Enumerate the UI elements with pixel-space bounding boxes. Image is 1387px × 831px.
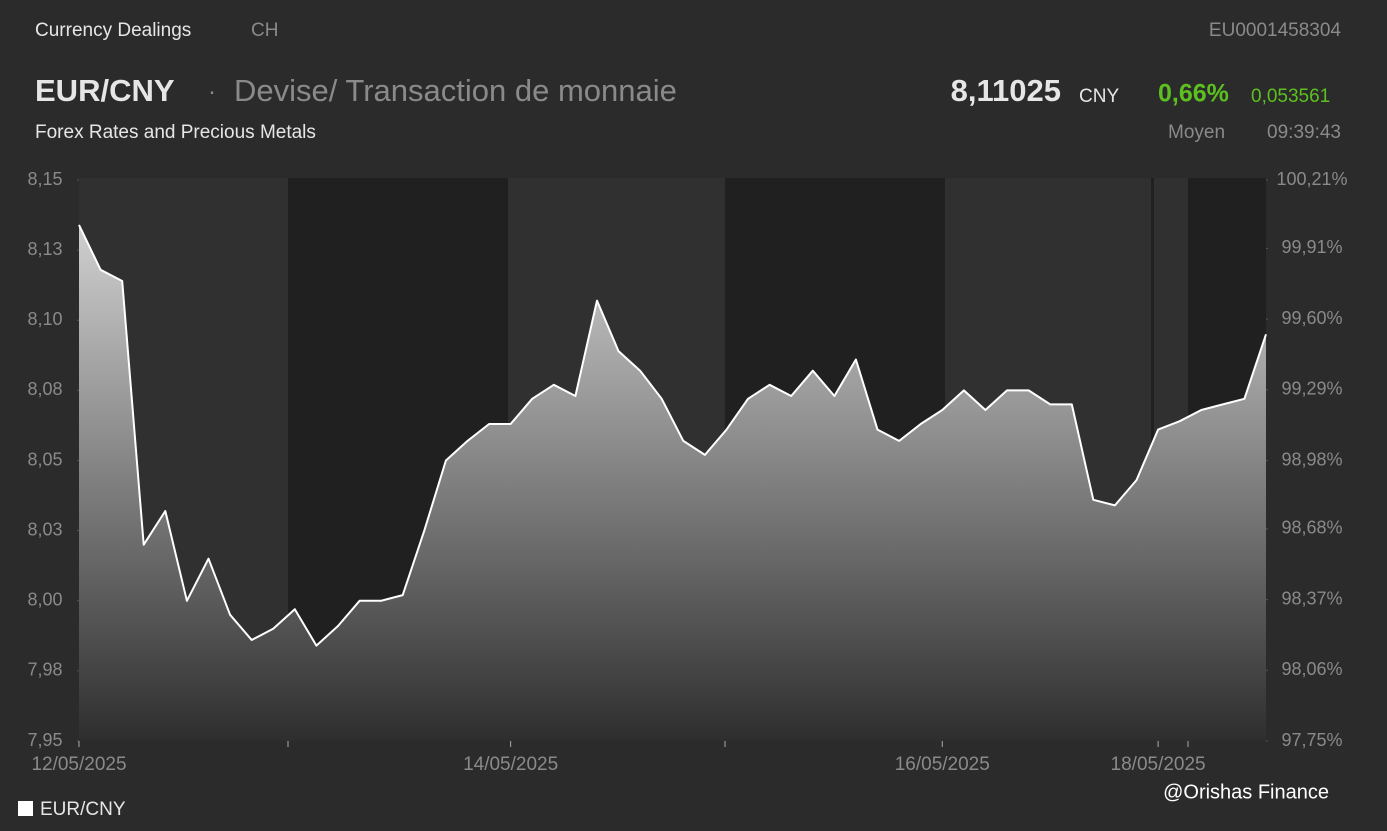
- watermark: @Orishas Finance: [1163, 781, 1329, 803]
- change: 0,053561: [1251, 86, 1330, 107]
- x-tick-label: 14/05/2025: [463, 754, 558, 775]
- y-tick-label: 8,00: [27, 590, 62, 610]
- y-tick-label: 8,10: [27, 309, 62, 329]
- time: 09:39:43: [1267, 122, 1341, 143]
- y2-tick-label: 99,60%: [1281, 308, 1342, 328]
- currency: CNY: [1079, 86, 1119, 107]
- x-tick-label: 18/05/2025: [1111, 754, 1206, 775]
- section: Currency Dealings: [35, 20, 191, 41]
- y2-tick-label: 97,75%: [1281, 730, 1342, 750]
- country: CH: [251, 20, 278, 41]
- isin: EU0001458304: [1209, 20, 1341, 41]
- y2-tick-label: 98,68%: [1281, 518, 1342, 538]
- y-tick-label: 7,98: [27, 660, 62, 680]
- y2-tick-label: 99,29%: [1281, 379, 1342, 399]
- y2-tick-label: 98,06%: [1281, 659, 1342, 679]
- plot: 7,95 7,98 8,00 8,03 8,05 8,08 8,10 8,13 8,15 97,7…: [27, 169, 1347, 775]
- y-tick-label: 8,13: [27, 239, 62, 259]
- y-tick-label: 8,05: [27, 449, 62, 469]
- category: Forex Rates and Precious Metals: [35, 122, 316, 143]
- legend-swatch: [18, 801, 33, 816]
- symbol: EUR/CNY: [35, 73, 175, 108]
- y-tick-label: 7,95: [27, 730, 62, 750]
- instrument: Devise/ Transaction de monnaie: [234, 73, 677, 108]
- legend-label: EUR/CNY: [40, 799, 126, 820]
- price-type: Moyen: [1168, 122, 1225, 143]
- y-tick-label: 8,03: [27, 519, 62, 539]
- y2-tick-label: 98,98%: [1281, 449, 1342, 469]
- change-percent: 0,66%: [1158, 80, 1229, 108]
- y2-tick-label: 100,21%: [1276, 169, 1347, 189]
- separator: ·: [208, 78, 216, 105]
- price-line: [78, 224, 1267, 647]
- x-tick-label: 12/05/2025: [31, 754, 126, 775]
- price: 8,11025: [951, 73, 1061, 108]
- y2-tick-label: 98,37%: [1281, 588, 1342, 608]
- x-tick-label: 16/05/2025: [895, 754, 990, 775]
- y-tick-label: 8,15: [27, 169, 62, 189]
- y2-tick-label: 99,91%: [1281, 237, 1342, 257]
- y-tick-label: 8,08: [27, 379, 62, 399]
- area-fill: [79, 224, 1266, 741]
